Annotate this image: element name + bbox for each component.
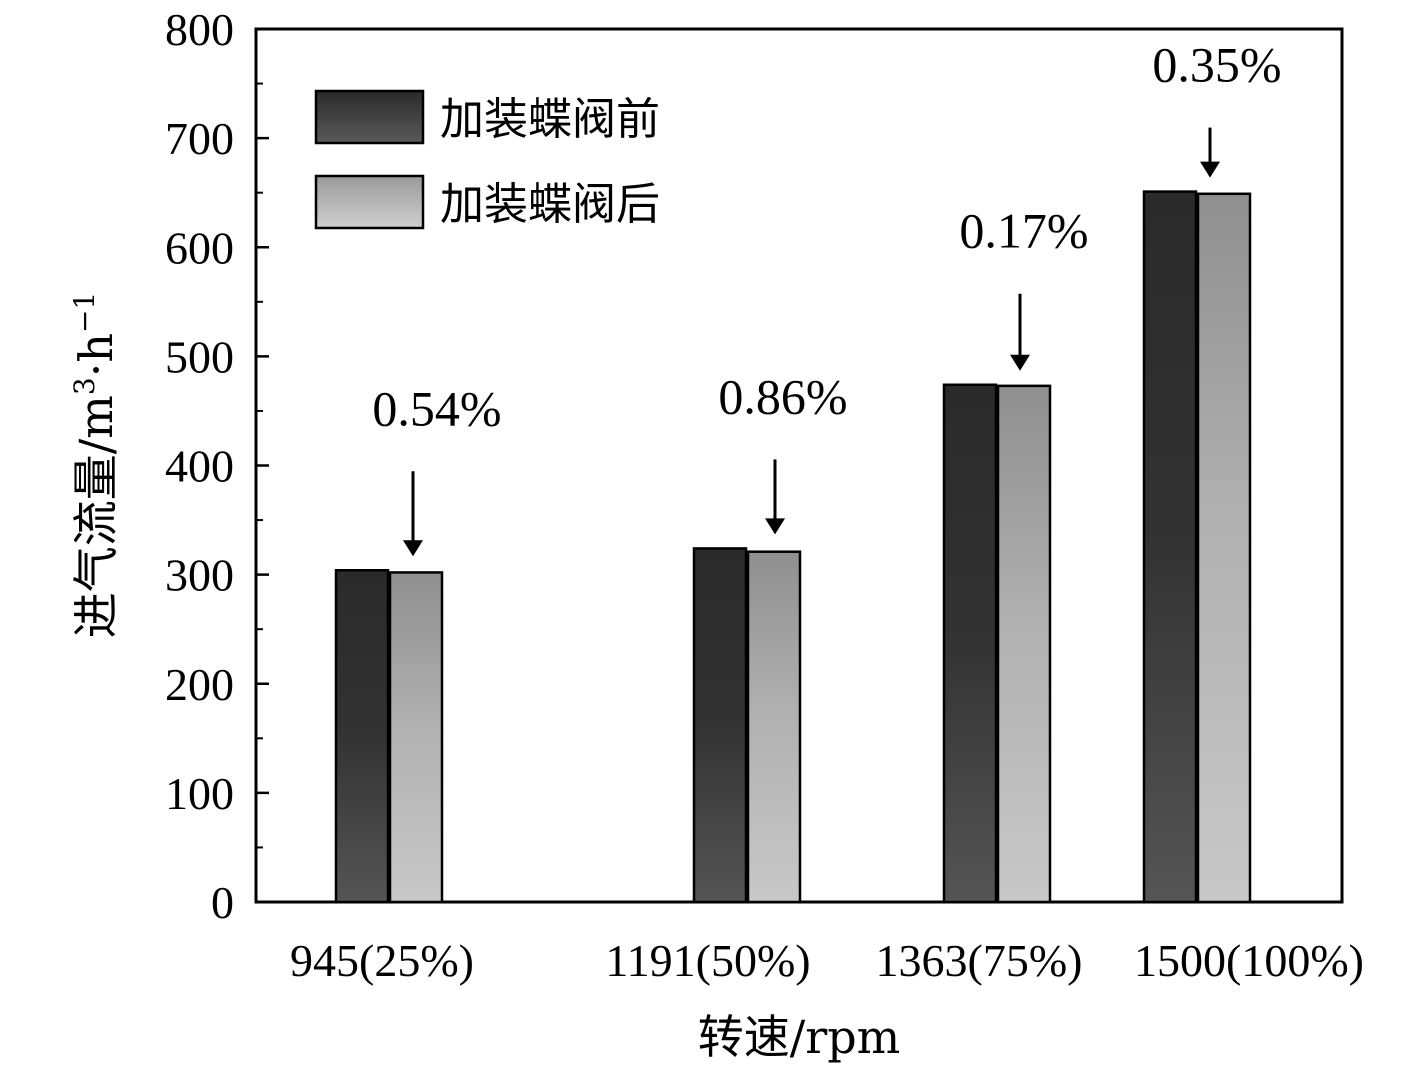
- bar-before: [1142, 190, 1198, 904]
- legend-label-after: 加装蝶阀后: [440, 179, 660, 230]
- y-tick-label: 100: [165, 768, 234, 819]
- y-tick-label: 400: [165, 441, 234, 492]
- x-tick-label: 945(25%): [290, 935, 474, 986]
- bar-after: [1196, 192, 1252, 904]
- bar-after: [388, 571, 444, 904]
- bar-after: [746, 550, 802, 904]
- y-tick-label: 200: [165, 659, 234, 710]
- annotation-arrowhead: [1200, 161, 1220, 178]
- bars: [334, 190, 1252, 904]
- bar-after: [996, 384, 1052, 904]
- annotation-label: 0.17%: [959, 203, 1088, 259]
- annotations: 0.54% 0.86% 0.17% 0.35%: [372, 37, 1282, 557]
- annotation-arrowhead: [765, 518, 785, 535]
- y-axis: 0 100 200 300 400 500 600 700 800: [165, 4, 269, 928]
- x-tick-label: 1500(100%): [1134, 935, 1364, 986]
- legend-swatch-before: [314, 89, 425, 145]
- annotation-label: 0.86%: [718, 368, 847, 424]
- legend-swatch-after: [314, 174, 425, 230]
- y-tick-label: 0: [211, 877, 234, 928]
- annotation-label: 0.54%: [372, 380, 501, 436]
- y-axis-label-main: 进气流量/m: [69, 395, 123, 638]
- y-axis-label: 进气流量/m3·h−1: [68, 292, 123, 638]
- y-tick-label: 800: [165, 4, 234, 55]
- annotation-label: 0.35%: [1152, 37, 1281, 93]
- annotation-arrowhead: [1010, 354, 1030, 371]
- y-tick-label: 500: [165, 331, 234, 382]
- y-axis-label-sup2: −1: [68, 292, 101, 333]
- annotation-arrowhead: [403, 540, 423, 557]
- y-tick-label: 600: [165, 222, 234, 273]
- bar-before: [942, 383, 998, 904]
- y-tick-label: 300: [165, 550, 234, 601]
- x-tick-label: 1363(75%): [876, 935, 1083, 986]
- x-axis-label: 转速/rpm: [698, 1010, 901, 1064]
- y-axis-label-sup1: 3: [68, 377, 101, 395]
- legend-label-before: 加装蝶阀前: [440, 94, 660, 145]
- legend: 加装蝶阀前 加装蝶阀后: [314, 89, 660, 230]
- bar-before: [692, 547, 748, 904]
- x-tick-label: 1191(50%): [605, 935, 810, 986]
- y-axis-label-mid: ·h: [69, 333, 123, 377]
- x-axis: 945(25%) 1191(50%) 1363(75%) 1500(100%): [290, 935, 1364, 986]
- bar-before: [334, 569, 390, 904]
- y-tick-label: 700: [165, 113, 234, 164]
